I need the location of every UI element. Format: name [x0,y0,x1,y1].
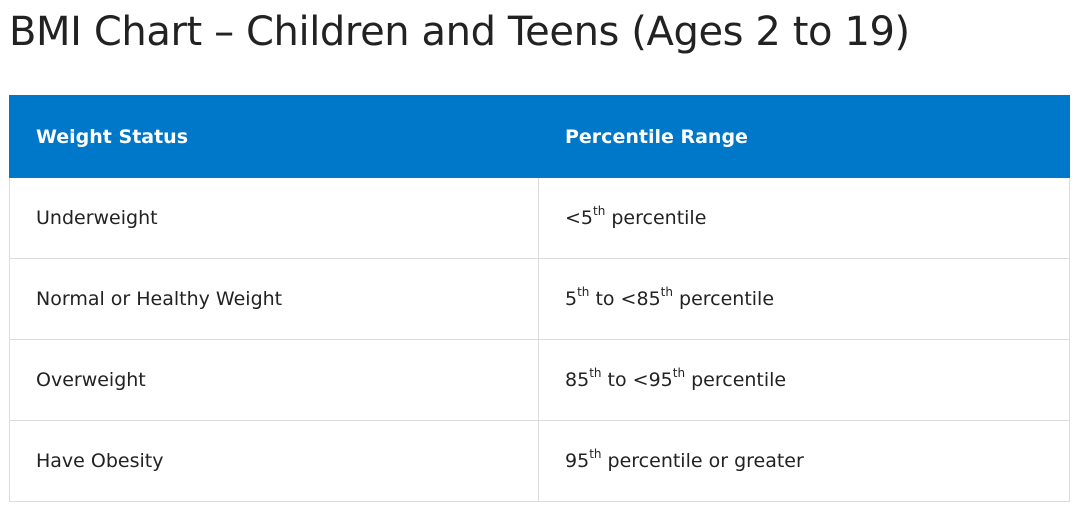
table-row: Normal or Healthy Weight 5th to <85th pe… [9,258,1070,340]
range-text: 95 [565,450,590,472]
bmi-table: Weight Status Percentile Range Underweig… [9,95,1070,502]
percentile-range-cell: 5th to <85th percentile [538,258,1070,340]
range-text: 5 [565,288,578,310]
range-text: to <95 [601,369,673,391]
range-text: to <85 [589,288,661,310]
range-text: 85 [565,369,590,391]
table-row: Overweight 85th to <95th percentile [9,339,1070,421]
header-weight-status: Weight Status [9,95,539,178]
table-header: Weight Status Percentile Range [9,95,1070,178]
range-text: percentile or greater [601,450,804,472]
header-percentile-range: Percentile Range [538,95,1070,178]
percentile-range-cell: <5th percentile [538,177,1070,259]
weight-status-cell: Underweight [9,177,539,259]
ordinal-suffix: th [672,366,686,380]
weight-status-cell: Normal or Healthy Weight [9,258,539,340]
range-text: percentile [685,369,787,391]
page-title: BMI Chart – Children and Teens (Ages 2 t… [9,9,910,55]
table-row: Have Obesity 95th percentile or greater [9,420,1070,502]
ordinal-suffix: th [577,285,590,299]
header-row: Weight Status Percentile Range [9,95,1070,178]
percentile-range-cell: 85th to <95th percentile [538,339,1070,421]
weight-status-cell: Overweight [9,339,539,421]
range-text: percentile [605,207,707,229]
ordinal-suffix: th [593,204,606,218]
ordinal-suffix: th [660,285,673,299]
ordinal-suffix: th [589,447,602,461]
range-text: percentile [672,288,775,310]
weight-status-cell: Have Obesity [9,420,539,502]
range-text: <5 [565,207,594,229]
table-row: Underweight <5th percentile [9,177,1070,259]
table-body: Underweight <5th percentile Normal or He… [9,177,1070,502]
ordinal-suffix: th [589,366,602,380]
percentile-range-cell: 95th percentile or greater [538,420,1070,502]
